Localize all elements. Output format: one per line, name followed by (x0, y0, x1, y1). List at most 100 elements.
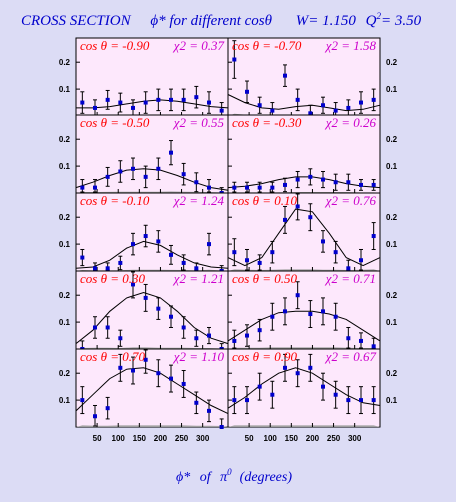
y-tick-label: 0.2 (386, 369, 398, 378)
systematic-band (76, 425, 228, 427)
y-tick-label: 0.2 (386, 58, 398, 67)
panel-chi2-label: χ2 = 1.24 (172, 193, 225, 208)
data-point (283, 365, 287, 370)
data-point (257, 103, 262, 108)
data-point (321, 384, 325, 389)
x-tick-label: 150 (133, 434, 147, 443)
data-point (207, 242, 211, 247)
data-point (245, 398, 249, 403)
data-point (93, 414, 97, 419)
data-point (194, 95, 199, 100)
x-tick-label: 300 (348, 434, 362, 443)
x-tick-label: 200 (306, 434, 320, 443)
panel-6: 0.1 0.2 cos θ = 0.10 χ2 = 0.76 (227, 192, 398, 272)
data-point (169, 97, 173, 102)
data-point (257, 185, 262, 190)
data-point (80, 398, 85, 403)
data-point (283, 73, 287, 78)
fit-curve (76, 99, 229, 109)
data-point (143, 234, 148, 239)
fit-curve (75, 291, 229, 345)
data-point (333, 392, 338, 397)
data-point (371, 97, 376, 102)
data-point (181, 381, 186, 386)
x-tick-label: 150 (285, 434, 299, 443)
panel-chi2-label: χ2 = 0.76 (324, 193, 377, 208)
y-tick-label: 0.2 (59, 135, 71, 144)
panel-background (227, 192, 381, 272)
data-point (359, 100, 363, 105)
data-point (333, 314, 338, 319)
panel-background (75, 114, 229, 194)
fit-curve (75, 367, 229, 415)
panel-background (227, 114, 381, 194)
data-point (169, 252, 173, 257)
fit-curve (227, 310, 381, 342)
x-tick-label: 200 (154, 434, 168, 443)
panel-background (227, 270, 381, 350)
x-tick-label: 250 (327, 434, 341, 443)
data-point (156, 97, 161, 102)
y-tick-label: 0.1 (59, 85, 71, 94)
data-point (308, 215, 313, 220)
data-point (371, 398, 376, 403)
data-point (333, 180, 338, 185)
y-tick-label: 0.1 (386, 396, 398, 405)
data-point (93, 325, 97, 330)
data-point (295, 177, 300, 182)
data-point (346, 180, 351, 185)
data-point (232, 57, 237, 62)
panel-background (75, 192, 229, 272)
data-point (118, 336, 123, 341)
figure-title: CROSS SECTION ϕ* for different cosθ W= 1… (21, 11, 422, 29)
data-point (257, 328, 262, 333)
data-point (321, 309, 325, 314)
y-tick-label: 0.2 (386, 291, 398, 300)
panel-chi2-label: χ2 = 0.26 (324, 115, 377, 130)
data-point (105, 266, 110, 271)
y-tick-label: 0.2 (59, 369, 71, 378)
panel-9: 0.1 0.2 cos θ = 0.70 χ2 = 1.10 (59, 348, 229, 429)
data-point (232, 250, 237, 255)
y-tick-label: 0.2 (386, 213, 398, 222)
panel-cos-label: cos θ = -0.70 (232, 38, 302, 53)
panel-10: 0.1 0.2 cos θ = 0.90 χ2 = 0.67 (227, 348, 398, 428)
data-point (131, 166, 135, 171)
data-point (245, 185, 249, 190)
systematic-band (228, 425, 380, 427)
data-point (232, 398, 237, 403)
panel-cos-label: cos θ = 0.30 (80, 271, 145, 286)
data-point (295, 293, 300, 298)
y-tick-label: 0.2 (386, 135, 398, 144)
data-point (295, 97, 300, 102)
data-point (321, 239, 325, 244)
data-point (80, 255, 85, 260)
data-point (295, 204, 300, 209)
fit-curve (227, 176, 381, 189)
data-point (131, 242, 135, 247)
data-point (118, 100, 123, 105)
data-point (118, 260, 123, 265)
data-point (346, 336, 351, 341)
data-point (80, 185, 85, 190)
panel-chi2-label: χ2 = 0.67 (324, 349, 377, 364)
panel-cos-label: cos θ = -0.50 (80, 115, 150, 130)
data-point (207, 185, 211, 190)
data-point (194, 336, 199, 341)
data-point (131, 368, 135, 373)
data-point (245, 258, 249, 263)
data-point (181, 172, 186, 177)
data-point (257, 260, 262, 265)
data-point (118, 169, 123, 174)
data-point (105, 97, 110, 102)
panel-7: 0.1 0.2 cos θ = 0.30 χ2 = 1.21 (59, 270, 229, 351)
panel-cos-label: cos θ = -0.10 (80, 193, 150, 208)
y-tick-label: 0.1 (59, 162, 71, 171)
y-tick-label: 0.2 (59, 291, 71, 300)
data-point (321, 103, 325, 108)
data-point (245, 333, 249, 338)
data-point (194, 400, 199, 405)
data-point (346, 105, 351, 110)
data-point (156, 166, 161, 171)
data-point (181, 325, 186, 330)
